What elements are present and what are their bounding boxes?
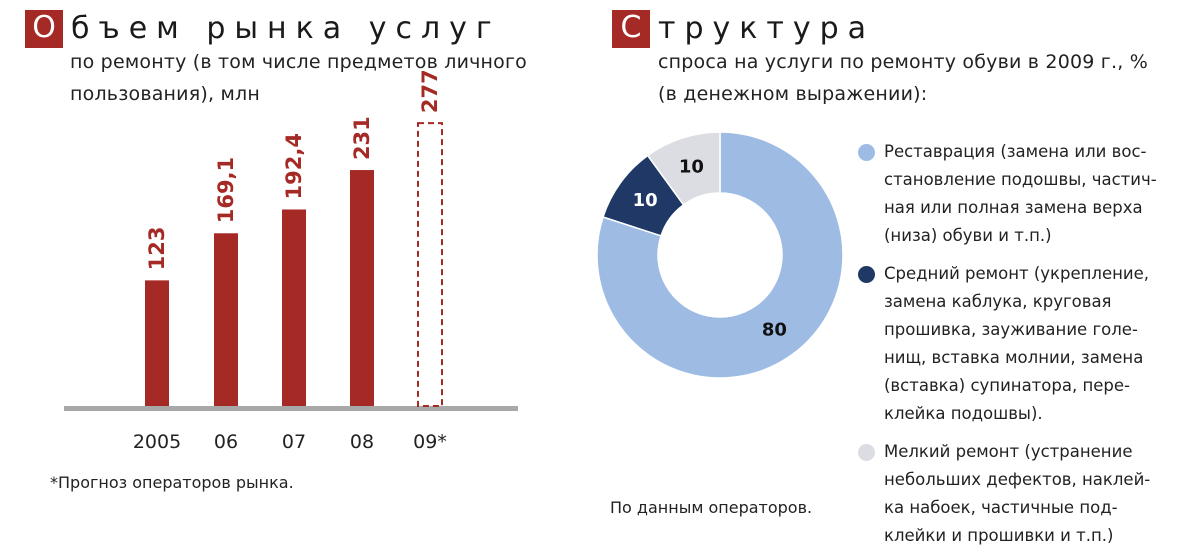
donut-slice xyxy=(596,131,844,379)
bar-chart: 123 2005 169,1 06 192,4 07 231 08 277 09* xyxy=(64,69,518,453)
legend-line: Мелкий ремонт (устранение xyxy=(884,442,1133,461)
legend-label: Средний ремонт (укрепление, замена каблук… xyxy=(884,260,1158,428)
x-tick-label: 07 xyxy=(282,431,306,453)
bar-07 xyxy=(282,209,306,406)
forecast-footnote: *Прогноз операторов рынка. xyxy=(50,473,294,492)
subtitle-line-1: по ремонту (в том числе предметов личног… xyxy=(70,51,528,73)
structure-subtitle: спроса на услуги по ремонту обуви в 2009… xyxy=(658,46,1148,110)
legend-line: прошивка, зауживание голе- xyxy=(884,320,1138,339)
legend-line: ка набоек, частичные под- xyxy=(884,498,1118,517)
legend-item: Мелкий ремонт (устранение небольших дефек… xyxy=(858,438,1158,550)
title-initial: О xyxy=(25,10,63,48)
bar-08 xyxy=(350,170,374,406)
legend-line: клейка подошвы). xyxy=(884,404,1043,423)
legend-item: Средний ремонт (укрепление, замена каблук… xyxy=(858,260,1158,428)
legend-swatch xyxy=(858,266,875,283)
title-rest: бъем рынка услуг xyxy=(71,11,501,46)
legend-item: Реставрация (замена или вос-становление … xyxy=(858,138,1158,250)
legend-line: клейки и прошивки и т.п.) xyxy=(884,526,1114,545)
donut-slice xyxy=(646,131,721,206)
bar-06 xyxy=(214,233,238,406)
legend-line: замена каблука, круговая xyxy=(884,292,1112,311)
legend-line: Реставрация (замена или вос- xyxy=(884,142,1147,161)
legend-line: становление подошвы, частич- xyxy=(884,170,1157,189)
bar-value-label: 169,1 xyxy=(214,157,238,223)
market-volume-subtitle: по ремонту (в том числе предметов личног… xyxy=(70,46,527,110)
x-tick-label: 2005 xyxy=(133,431,181,453)
bar-2005 xyxy=(145,280,169,406)
structure-title: С труктура xyxy=(612,10,875,48)
bar-value-label: 192,4 xyxy=(282,133,306,199)
legend-line: нищ, вставка молнии, замена xyxy=(884,348,1144,367)
market-volume-title: О бъем рынка услуг xyxy=(25,10,501,48)
subtitle-line-1: спроса на услуги по ремонту обуви в 2009… xyxy=(658,51,1148,73)
legend-label: Реставрация (замена или вос-становление … xyxy=(884,138,1158,250)
donut-slice-label: 10 xyxy=(679,157,704,178)
legend-line: (вставка) супинатора, пере- xyxy=(884,376,1130,395)
donut-slice-label: 10 xyxy=(633,190,658,211)
bar-value-label: 231 xyxy=(350,116,374,160)
bar-value-label: 277 xyxy=(418,69,442,113)
donut-chart: 80 10 10 xyxy=(596,131,844,379)
legend-line: небольших дефектов, наклей- xyxy=(884,470,1151,489)
structure-panel: С труктура спроса на услуги по ремонту о… xyxy=(590,0,1200,554)
market-volume-panel: О бъем рынка услуг по ремонту (в том чис… xyxy=(0,0,590,554)
bar-value-label: 123 xyxy=(145,227,169,271)
title-initial: С xyxy=(612,10,650,48)
subtitle-line-2: (в денежном выражении): xyxy=(658,83,928,105)
legend-line: Средний ремонт (укрепление, xyxy=(884,264,1150,283)
legend-line: (низа) обуви и т.п.) xyxy=(884,226,1052,245)
x-tick-label: 09* xyxy=(413,431,447,453)
legend-line: ная или полная замена верха xyxy=(884,198,1143,217)
legend-label: Мелкий ремонт (устранение небольших дефек… xyxy=(884,438,1158,550)
subtitle-line-2: пользования), млн xyxy=(70,83,260,105)
legend-swatch xyxy=(858,144,875,161)
title-rest: труктура xyxy=(658,11,876,46)
x-axis-line xyxy=(64,406,518,411)
legend-swatch xyxy=(858,444,875,461)
source-note: По данным операторов. xyxy=(610,498,813,517)
x-tick-label: 08 xyxy=(350,431,374,453)
donut-slice-label: 80 xyxy=(762,319,787,340)
donut-legend: Реставрация (замена или вос-становление … xyxy=(858,138,1158,560)
bar-09-forecast xyxy=(417,122,443,407)
x-tick-label: 06 xyxy=(214,431,238,453)
